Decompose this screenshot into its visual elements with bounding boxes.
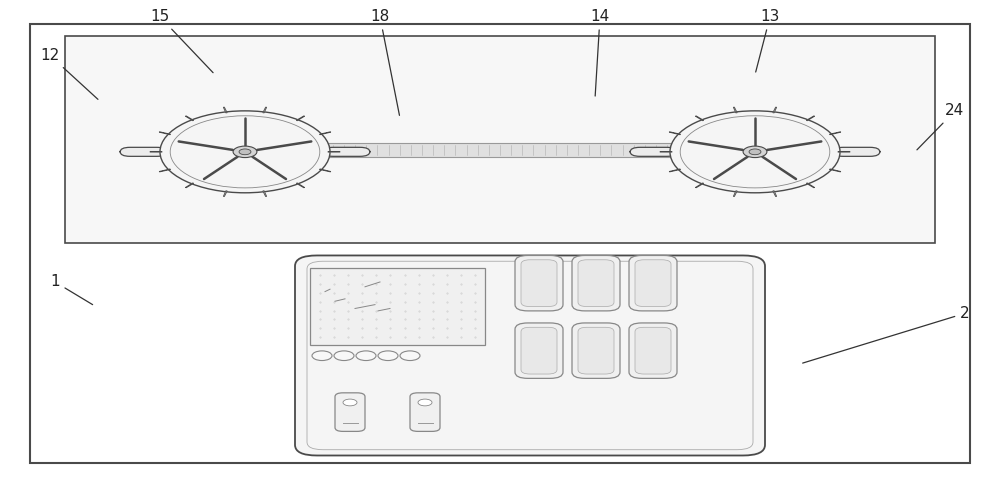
FancyBboxPatch shape	[521, 260, 557, 307]
Circle shape	[749, 149, 761, 155]
FancyBboxPatch shape	[572, 255, 620, 311]
Circle shape	[343, 399, 357, 406]
FancyBboxPatch shape	[572, 323, 620, 378]
FancyBboxPatch shape	[410, 393, 440, 431]
Polygon shape	[296, 183, 305, 188]
FancyBboxPatch shape	[629, 255, 677, 311]
Polygon shape	[695, 116, 704, 121]
FancyBboxPatch shape	[635, 327, 671, 374]
Text: 18: 18	[370, 9, 399, 115]
Polygon shape	[733, 107, 737, 113]
Text: 12: 12	[40, 48, 98, 99]
Polygon shape	[263, 107, 267, 113]
Polygon shape	[773, 191, 777, 197]
Bar	[195, 143, 805, 157]
Polygon shape	[223, 107, 227, 113]
Circle shape	[400, 351, 420, 361]
Polygon shape	[159, 169, 171, 172]
Circle shape	[312, 351, 332, 361]
FancyBboxPatch shape	[295, 255, 765, 455]
FancyBboxPatch shape	[515, 323, 563, 378]
Polygon shape	[185, 183, 194, 188]
Text: 15: 15	[150, 9, 213, 73]
FancyBboxPatch shape	[120, 147, 167, 156]
Polygon shape	[695, 183, 704, 188]
Polygon shape	[829, 169, 841, 172]
FancyBboxPatch shape	[629, 323, 677, 378]
Bar	[310, 268, 485, 345]
Polygon shape	[669, 169, 681, 172]
Polygon shape	[829, 132, 841, 135]
Circle shape	[239, 149, 251, 155]
Polygon shape	[669, 132, 681, 135]
Polygon shape	[319, 169, 331, 172]
Polygon shape	[296, 116, 305, 121]
Polygon shape	[223, 191, 227, 197]
FancyBboxPatch shape	[578, 260, 614, 307]
FancyBboxPatch shape	[833, 147, 880, 156]
Polygon shape	[328, 151, 340, 152]
FancyBboxPatch shape	[521, 327, 557, 374]
Circle shape	[356, 351, 376, 361]
Circle shape	[378, 351, 398, 361]
Text: 13: 13	[756, 9, 780, 72]
Polygon shape	[733, 191, 737, 197]
Circle shape	[334, 351, 354, 361]
Text: 24: 24	[917, 103, 965, 150]
Text: 14: 14	[590, 9, 610, 96]
Polygon shape	[660, 151, 672, 152]
Text: 2: 2	[803, 306, 970, 363]
Polygon shape	[185, 116, 194, 121]
Circle shape	[670, 111, 840, 193]
Circle shape	[233, 146, 257, 158]
FancyBboxPatch shape	[635, 260, 671, 307]
Polygon shape	[150, 151, 162, 152]
Polygon shape	[838, 151, 850, 152]
FancyBboxPatch shape	[578, 327, 614, 374]
Bar	[65, 36, 935, 243]
Circle shape	[743, 146, 767, 158]
FancyBboxPatch shape	[323, 147, 370, 156]
Polygon shape	[319, 132, 331, 135]
Circle shape	[160, 111, 330, 193]
Polygon shape	[806, 183, 815, 188]
Polygon shape	[263, 191, 267, 197]
Polygon shape	[159, 132, 171, 135]
Text: 1: 1	[50, 274, 93, 305]
FancyBboxPatch shape	[630, 147, 677, 156]
FancyBboxPatch shape	[335, 393, 365, 431]
Circle shape	[418, 399, 432, 406]
FancyBboxPatch shape	[515, 255, 563, 311]
Polygon shape	[806, 116, 815, 121]
Polygon shape	[773, 107, 777, 113]
